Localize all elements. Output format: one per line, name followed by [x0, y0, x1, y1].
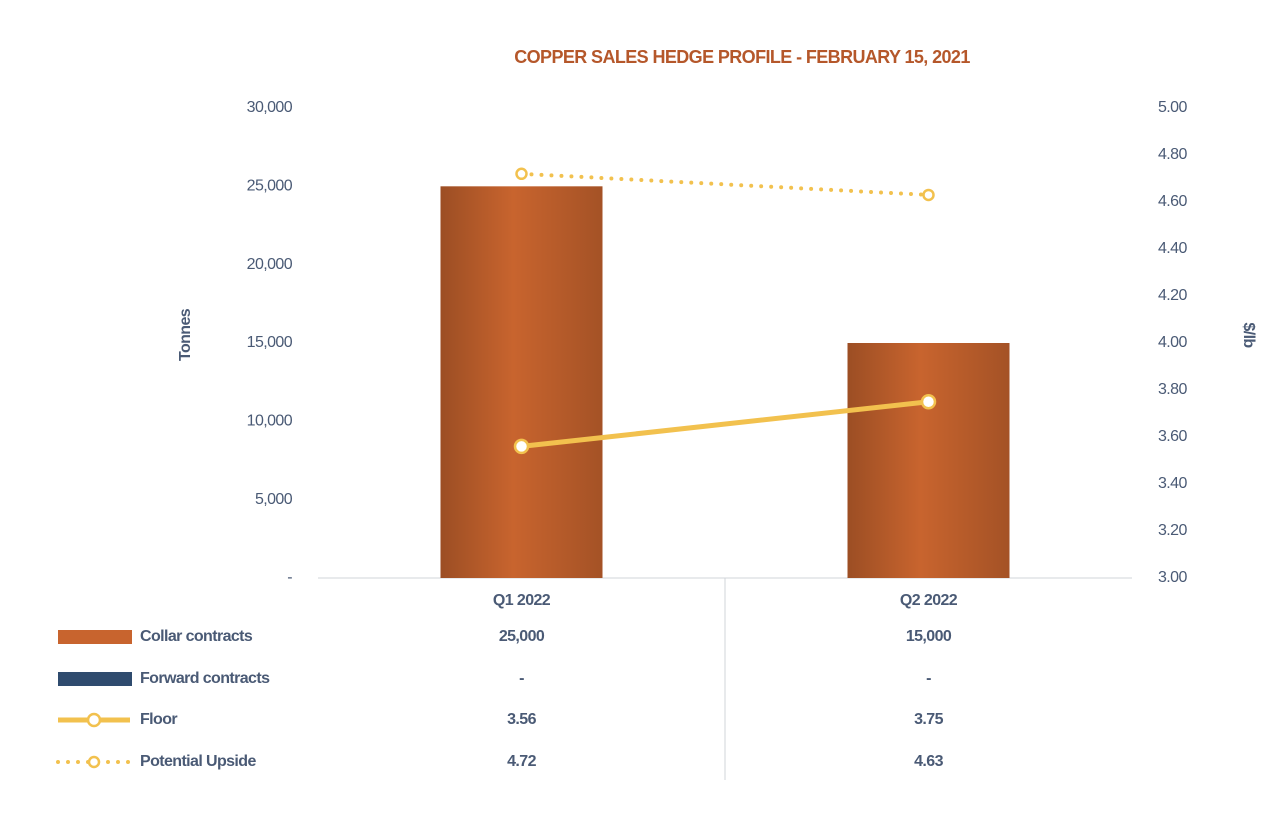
y-tick-label: 20,000 — [247, 256, 293, 273]
y2-tick-label: 3.60 — [1158, 428, 1187, 445]
chart-title: COPPER SALES HEDGE PROFILE - FEBRUARY 15… — [514, 47, 970, 67]
legend-label: Collar contracts — [140, 628, 253, 645]
y2-tick-label: 4.60 — [1158, 193, 1187, 210]
table-value: 15,000 — [906, 628, 952, 645]
table-value: - — [926, 670, 931, 687]
y2-tick-label: 5.00 — [1158, 99, 1187, 116]
y-tick-label: 15,000 — [247, 334, 293, 351]
legend-label: Forward contracts — [140, 670, 270, 687]
line-marker — [513, 438, 530, 455]
bar-shade — [847, 343, 1010, 578]
legend-label: Potential Upside — [140, 753, 256, 770]
table-value: 3.56 — [507, 711, 536, 728]
line-marker — [920, 394, 937, 410]
line — [519, 171, 931, 197]
y2-tick-label: 3.80 — [1158, 381, 1187, 398]
table-value: 4.63 — [914, 753, 943, 770]
y-tick-label: 5,000 — [255, 491, 293, 508]
y2-tick-label: 3.20 — [1158, 522, 1187, 539]
line — [519, 399, 931, 449]
x-tick-label: Q2 2022 — [900, 592, 958, 609]
y2-tick-label: 3.00 — [1158, 569, 1187, 586]
y2-tick-label: 4.20 — [1158, 287, 1187, 304]
table-value: 4.72 — [507, 753, 536, 770]
y-tick-label: 30,000 — [247, 99, 293, 116]
y2-tick-label: 4.80 — [1158, 146, 1187, 163]
y2-tick-label: 4.00 — [1158, 334, 1187, 351]
table-value: 3.75 — [914, 711, 943, 728]
y2-tick-label: 3.40 — [1158, 475, 1187, 492]
y-tick-label: - — [287, 569, 292, 586]
y2-axis-label: $/lb — [1240, 322, 1257, 348]
line-marker — [922, 188, 935, 202]
legend-swatch — [58, 630, 132, 644]
legend-marker — [86, 712, 102, 728]
y-axis-label: Tonnes — [177, 308, 194, 361]
legend-label: Floor — [140, 711, 177, 728]
y2-tick-label: 4.40 — [1158, 240, 1187, 257]
legend-marker — [87, 755, 101, 769]
y-tick-label: 10,000 — [247, 413, 293, 430]
table-value: 25,000 — [499, 628, 545, 645]
y-tick-label: 25,000 — [247, 178, 293, 195]
line-marker — [515, 167, 528, 181]
x-tick-label: Q1 2022 — [493, 592, 551, 609]
bar-shade — [440, 186, 603, 579]
legend-swatch — [58, 672, 132, 686]
table-value: - — [519, 670, 524, 687]
